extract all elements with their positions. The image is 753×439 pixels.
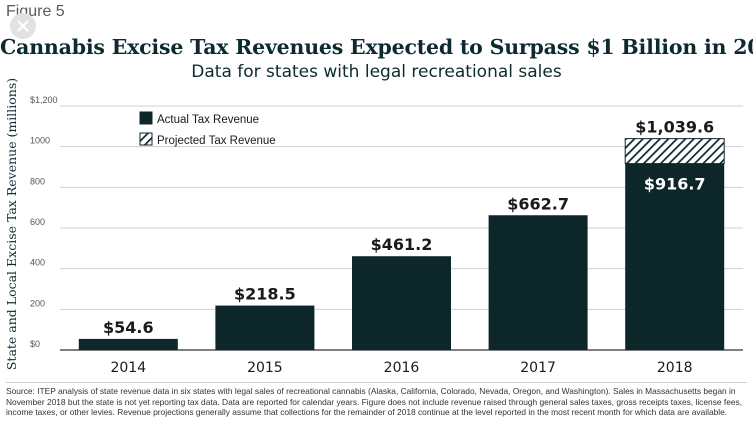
y-tick-label: $1,200 — [30, 95, 58, 105]
data-label: $54.6 — [103, 318, 154, 337]
data-label: $461.2 — [371, 235, 433, 254]
x-tick-label: 2015 — [247, 360, 283, 376]
bar-actual — [488, 215, 588, 350]
y-tick-label: $0 — [30, 339, 40, 349]
bar-actual — [352, 256, 451, 350]
chart-subtitle: Data for states with legal recreational … — [191, 62, 562, 82]
x-tick-label: 2014 — [110, 360, 146, 376]
y-tick-label: 800 — [30, 176, 45, 186]
data-label: $662.7 — [507, 194, 569, 213]
total-label: $1,039.6 — [635, 118, 714, 137]
legend-swatch — [139, 132, 153, 146]
bar-actual — [215, 305, 315, 350]
legend-label: Actual Tax Revenue — [157, 114, 259, 126]
bar-actual — [625, 163, 725, 350]
y-axis-label: State and Local Excise Tax Revenue (mill… — [4, 78, 19, 370]
legend-label: Projected Tax Revenue — [157, 135, 276, 147]
x-tick-label: 2017 — [520, 360, 556, 376]
close-icon — [17, 20, 29, 32]
data-label: $916.7 — [644, 175, 706, 194]
bar-projected — [624, 138, 725, 165]
y-tick-label: 1000 — [30, 136, 50, 146]
data-label: $218.5 — [234, 285, 296, 304]
chart-title: Cannabis Excise Tax Revenues Expected to… — [0, 35, 753, 59]
y-tick-label: 600 — [30, 217, 45, 227]
close-button[interactable] — [10, 13, 36, 39]
y-tick-label: 400 — [30, 258, 45, 268]
divider — [6, 382, 747, 383]
bar-chart: $0 200 400 600 800 1000 $1,200 $54.6 2014 $218.5… — [4, 78, 743, 376]
y-tick-label: 200 — [30, 298, 45, 308]
x-tick-label: 2018 — [657, 360, 693, 376]
legend-swatch — [139, 111, 153, 125]
bar-actual — [78, 338, 178, 350]
x-tick-label: 2016 — [384, 360, 420, 376]
source-note: Source: ITEP analysis of state revenue d… — [6, 386, 743, 418]
